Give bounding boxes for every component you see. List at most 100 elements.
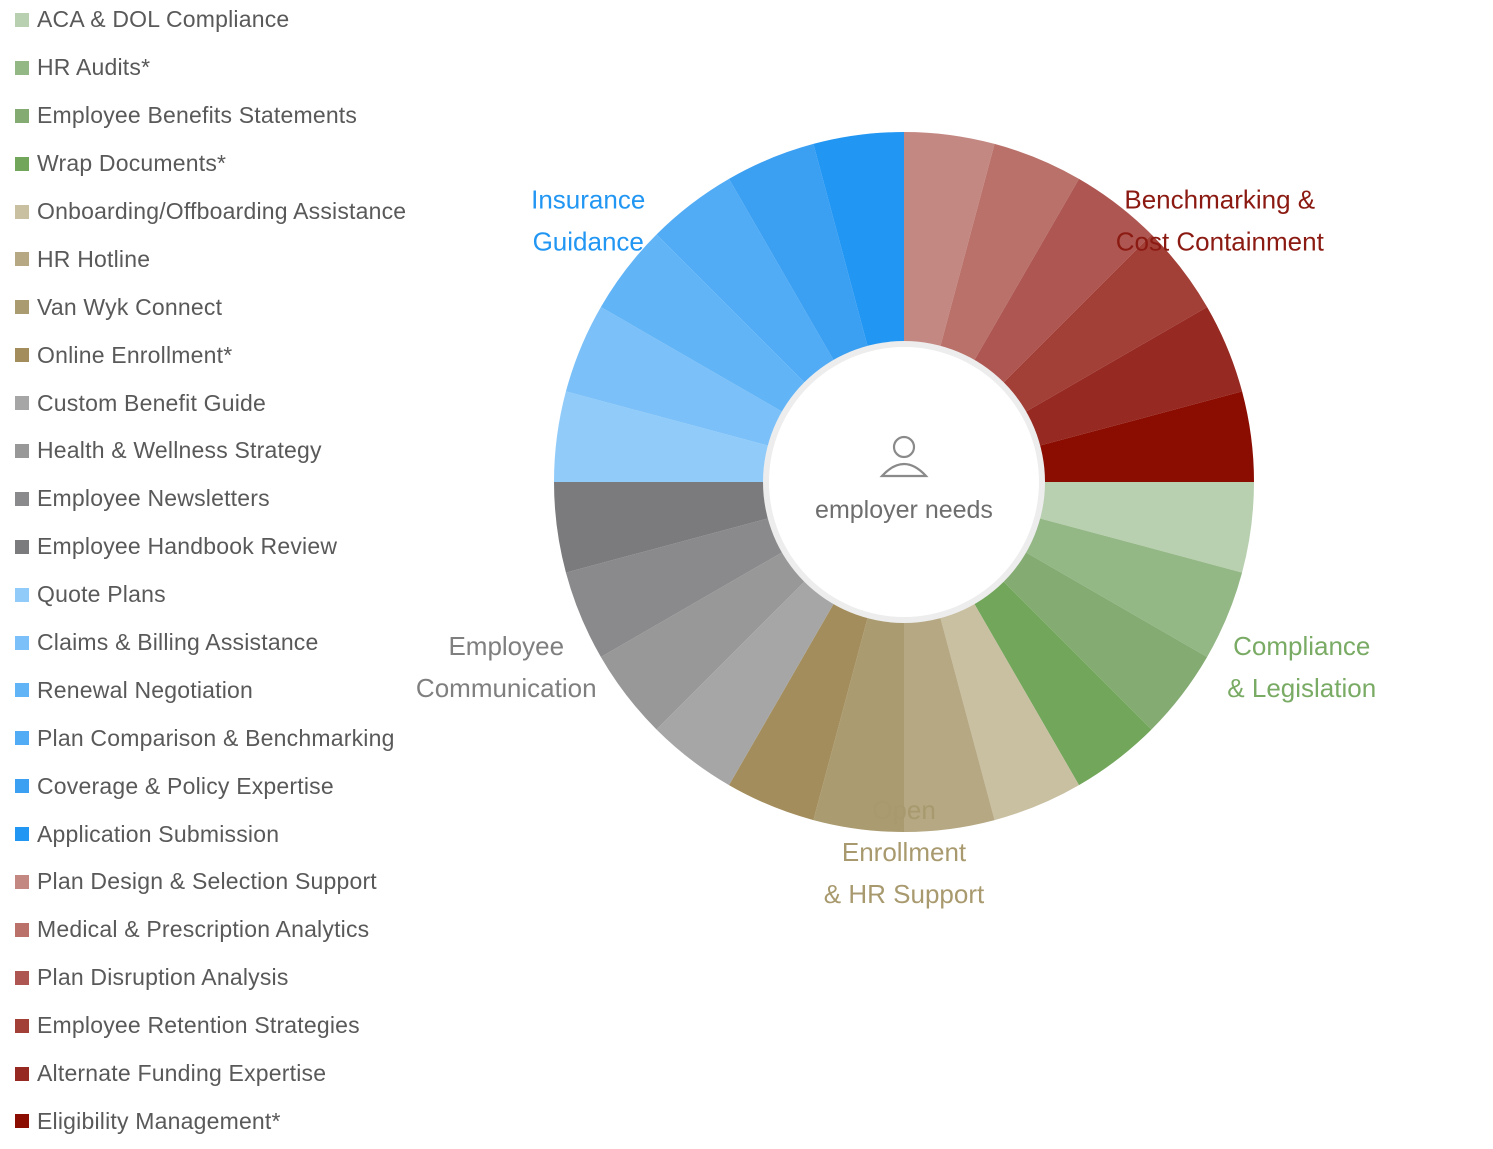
legend-label: Renewal Negotiation <box>37 676 254 703</box>
legend-item: Alternate Funding Expertise <box>15 1050 455 1098</box>
group-label-line: Insurance <box>531 184 645 214</box>
donut-slice <box>1034 391 1254 482</box>
group-label-line: Employee <box>448 631 564 661</box>
donut-slice <box>1020 307 1243 448</box>
donut-slice <box>938 143 1079 366</box>
legend-item: Application Submission <box>15 810 455 858</box>
group-label-line: & HR Support <box>824 879 985 909</box>
donut-slice <box>971 577 1152 786</box>
legend-label: Claims & Billing Assistance <box>37 629 319 656</box>
group-labels: Compliance & Legislation Open Enrollment & H… <box>416 184 1376 909</box>
legend-item: Plan Design & Selection Support <box>15 858 455 906</box>
legend-swatch <box>15 539 29 554</box>
donut-slice <box>729 143 870 366</box>
donut-slice <box>656 577 837 786</box>
legend-item: Van Wyk Connect <box>15 283 455 331</box>
legend-label: Employee Newsletters <box>37 485 270 512</box>
donut-slice <box>813 612 904 832</box>
donut-slice <box>999 234 1208 415</box>
donut-slice <box>565 516 788 657</box>
legend-label: Alternate Funding Expertise <box>37 1060 327 1087</box>
legend-item: Claims & Billing Assistance <box>15 619 455 667</box>
donut-slice <box>971 178 1152 387</box>
legend-item: Renewal Negotiation <box>15 666 455 714</box>
donut-slice <box>565 307 788 448</box>
center-label: employer needs <box>815 496 993 524</box>
legend-swatch <box>15 922 29 937</box>
legend-swatch <box>15 300 29 315</box>
legend-swatch <box>15 156 29 171</box>
legend-label: Plan Comparison & Benchmarking <box>37 724 395 751</box>
group-label-line: Cost Containment <box>1116 226 1325 256</box>
legend-swatch <box>15 683 29 698</box>
group-label-line: Guidance <box>533 226 644 256</box>
group-label-line: Compliance <box>1233 631 1370 661</box>
legend-item: ACA & DOL Compliance <box>15 0 455 44</box>
legend-label: Application Submission <box>37 820 280 847</box>
legend-swatch <box>15 874 29 889</box>
legend-item: Online Enrollment* <box>15 331 455 379</box>
group-label: Insurance Guidance <box>531 184 645 256</box>
legend-label: Eligibility Management* <box>37 1107 281 1134</box>
legend-swatch <box>15 970 29 985</box>
legend-item: Eligibility Management* <box>15 1097 455 1145</box>
donut-slice <box>600 234 809 415</box>
legend-swatch <box>15 396 29 411</box>
group-label-line: Open <box>872 795 936 825</box>
legend-swatch <box>15 1114 29 1129</box>
legend-item: Employee Retention Strategies <box>15 1002 455 1050</box>
legend-swatch <box>15 348 29 363</box>
donut-slice <box>904 612 995 832</box>
legend-swatch <box>15 108 29 123</box>
legend-label: Health & Wellness Strategy <box>37 437 322 464</box>
legend-swatch <box>15 1018 29 1033</box>
legend-swatch <box>15 635 29 650</box>
group-label: Benchmarking & Cost Containment <box>1116 184 1325 256</box>
legend-item: Employee Newsletters <box>15 475 455 523</box>
legend-item: Custom Benefit Guide <box>15 379 455 427</box>
legend-swatch <box>15 491 29 506</box>
legend-item: HR Audits* <box>15 44 455 92</box>
legend-label: Coverage & Policy Expertise <box>37 772 334 799</box>
center-circle <box>769 347 1039 617</box>
donut-slice <box>729 598 870 821</box>
group-label: Open Enrollment & HR Support <box>824 795 985 909</box>
legend-item: Employee Handbook Review <box>15 523 455 571</box>
donut-slice <box>1020 516 1243 657</box>
legend-swatch <box>15 1066 29 1081</box>
legend-label: Quote Plans <box>37 581 166 608</box>
group-label-line: Enrollment <box>842 837 967 867</box>
chart-legend: ACA & DOL Compliance HR Audits* Employee B… <box>15 0 455 1149</box>
group-label: Employee Communication <box>416 631 597 703</box>
legend-swatch <box>15 443 29 458</box>
legend-label: Plan Design & Selection Support <box>37 868 377 895</box>
legend-swatch <box>15 12 29 27</box>
legend-label: ACA & DOL Compliance <box>37 6 290 33</box>
donut-slice <box>999 549 1208 730</box>
legend-swatch <box>15 731 29 746</box>
legend-swatch <box>15 587 29 602</box>
donut-slice <box>1034 482 1254 573</box>
donut-slice <box>600 549 809 730</box>
group-label-line: Communication <box>416 673 597 703</box>
donut-slice <box>554 482 774 573</box>
legend-item: Health & Wellness Strategy <box>15 427 455 475</box>
legend-item: HR Hotline <box>15 235 455 283</box>
legend-label: Custom Benefit Guide <box>37 389 267 416</box>
donut-slice <box>656 178 837 387</box>
legend-label: Van Wyk Connect <box>37 293 223 320</box>
donut-slice <box>938 598 1079 821</box>
legend-label: Onboarding/Offboarding Assistance <box>37 198 407 224</box>
legend-label: Wrap Documents* <box>37 150 227 177</box>
group-label: Compliance & Legislation <box>1227 631 1376 703</box>
legend-label: Online Enrollment* <box>37 341 233 368</box>
donut-slice <box>813 132 904 352</box>
legend-swatch <box>15 252 29 267</box>
legend-label: HR Audits* <box>37 54 151 81</box>
legend-swatch <box>15 827 29 842</box>
legend-item: Plan Comparison & Benchmarking <box>15 714 455 762</box>
legend-label: Medical & Prescription Analytics <box>37 916 370 943</box>
legend-label: HR Hotline <box>37 245 151 272</box>
slices-group <box>554 132 1254 832</box>
group-label-line: Benchmarking & <box>1124 184 1315 214</box>
